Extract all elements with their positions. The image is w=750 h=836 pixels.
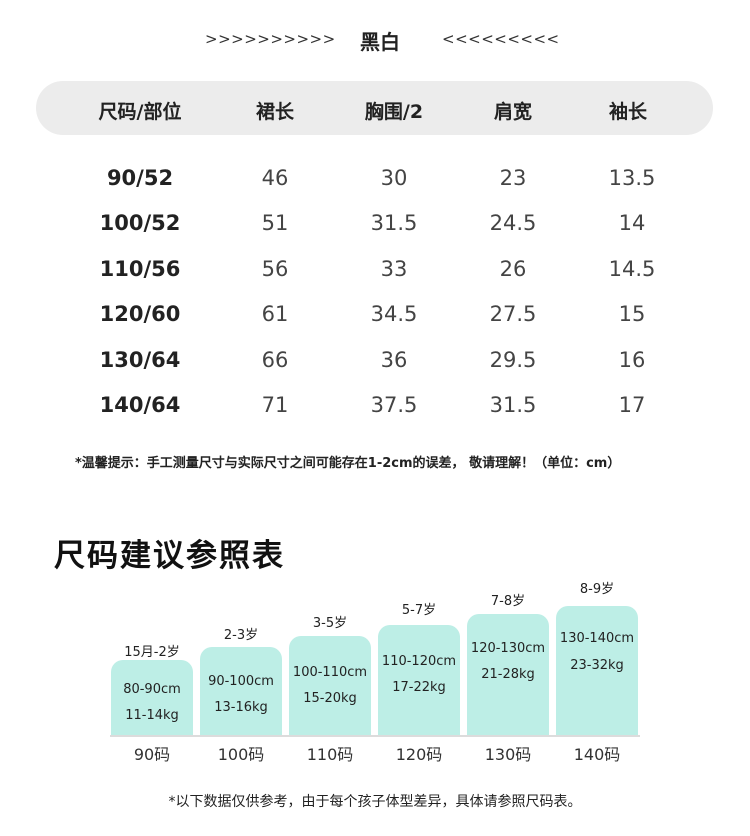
size-bar: 110-120cm 17-22kg — [378, 625, 460, 736]
table-row: 90/52 46 30 23 13.5 — [0, 166, 750, 196]
row-dress-length: 46 — [261, 166, 289, 190]
weight-range: 23-32kg — [570, 658, 624, 673]
color-name-title: 黑白 — [360, 30, 400, 54]
row-shoulder-width: 29.5 — [489, 348, 537, 372]
header-size-part: 尺码/部位 — [98, 101, 182, 123]
header-shoulder-width: 肩宽 — [493, 101, 532, 123]
row-sleeve-length: 13.5 — [608, 166, 656, 190]
row-half-chest: 34.5 — [370, 302, 418, 326]
row-shoulder-width: 23 — [499, 166, 527, 190]
decorative-arrows-right: <<<<<<<<< — [442, 30, 560, 48]
size-label: 140码 — [573, 745, 621, 764]
row-shoulder-width: 26 — [499, 257, 527, 281]
row-shoulder-width: 27.5 — [489, 302, 537, 326]
size-bar: 130-140cm 23-32kg — [556, 606, 638, 736]
table-row: 120/60 61 34.5 27.5 15 — [0, 302, 750, 332]
weight-range: 11-14kg — [125, 708, 179, 723]
height-range: 100-110cm — [292, 665, 368, 680]
weight-range: 17-22kg — [392, 680, 446, 695]
weight-range: 15-20kg — [303, 691, 357, 706]
size-label: 120码 — [395, 745, 443, 764]
age-label: 8-9岁 — [579, 582, 615, 597]
color-title-row: >>>>>>>>>> 黑白 <<<<<<<<< — [0, 24, 750, 54]
table-row: 100/52 51 31.5 24.5 14 — [0, 211, 750, 241]
header-half-chest: 胸围/2 — [364, 101, 424, 123]
height-range: 130-140cm — [559, 631, 635, 646]
size-guide-title: 尺码建议参照表 — [54, 538, 285, 574]
row-sleeve-length: 14 — [618, 211, 646, 235]
row-sleeve-length: 15 — [618, 302, 646, 326]
size-bar: 100-110cm 15-20kg — [289, 636, 371, 736]
chart-baseline — [110, 735, 640, 737]
weight-range: 13-16kg — [214, 700, 268, 715]
age-label: 7-8岁 — [490, 594, 526, 609]
height-range: 110-120cm — [381, 654, 457, 669]
row-half-chest: 37.5 — [370, 393, 418, 417]
row-dress-length: 66 — [261, 348, 289, 372]
row-shoulder-width: 31.5 — [489, 393, 537, 417]
reference-note: *以下数据仅供参考，由于每个孩子体型差异，具体请参照尺码表。 — [168, 794, 582, 810]
header-dress-length: 裙长 — [255, 101, 294, 123]
row-half-chest: 30 — [380, 166, 408, 190]
age-label: 2-3岁 — [223, 628, 259, 643]
size-label: 110码 — [306, 745, 354, 764]
header-sleeve-length: 袖长 — [608, 101, 647, 123]
row-sleeve-length: 17 — [618, 393, 646, 417]
row-size: 100/52 — [99, 211, 181, 235]
size-label: 130码 — [484, 745, 532, 764]
measurement-note: *温馨提示：手工测量尺寸与实际尺寸之间可能存在1-2cm的误差， 敬请理解！（单… — [75, 456, 621, 471]
size-table-header: 尺码/部位 裙长 胸围/2 肩宽 袖长 — [36, 81, 713, 135]
age-label: 3-5岁 — [312, 616, 348, 631]
decorative-arrows-left: >>>>>>>>>> — [205, 30, 336, 48]
row-size: 90/52 — [106, 166, 174, 190]
row-half-chest: 31.5 — [370, 211, 418, 235]
row-half-chest: 36 — [380, 348, 408, 372]
table-row: 130/64 66 36 29.5 16 — [0, 348, 750, 378]
row-sleeve-length: 14.5 — [608, 257, 656, 281]
table-row: 140/64 71 37.5 31.5 17 — [0, 393, 750, 423]
size-bar: 120-130cm 21-28kg — [467, 614, 549, 736]
size-label: 90码 — [133, 745, 171, 764]
row-dress-length: 51 — [261, 211, 289, 235]
age-label: 15月-2岁 — [124, 645, 180, 660]
row-dress-length: 56 — [261, 257, 289, 281]
age-label: 5-7岁 — [401, 603, 437, 618]
row-size: 130/64 — [99, 348, 181, 372]
weight-range: 21-28kg — [481, 667, 535, 682]
row-shoulder-width: 24.5 — [489, 211, 537, 235]
row-size: 120/60 — [99, 302, 181, 326]
height-range: 80-90cm — [123, 682, 181, 697]
row-sleeve-length: 16 — [618, 348, 646, 372]
size-bar: 80-90cm 11-14kg — [111, 660, 193, 736]
row-half-chest: 33 — [380, 257, 408, 281]
row-size: 110/56 — [99, 257, 181, 281]
row-dress-length: 61 — [261, 302, 289, 326]
height-range: 90-100cm — [208, 674, 274, 689]
row-size: 140/64 — [99, 393, 181, 417]
table-row: 110/56 56 33 26 14.5 — [0, 257, 750, 287]
height-range: 120-130cm — [470, 641, 546, 656]
size-bar: 90-100cm 13-16kg — [200, 647, 282, 736]
size-label: 100码 — [217, 745, 265, 764]
row-dress-length: 71 — [261, 393, 289, 417]
